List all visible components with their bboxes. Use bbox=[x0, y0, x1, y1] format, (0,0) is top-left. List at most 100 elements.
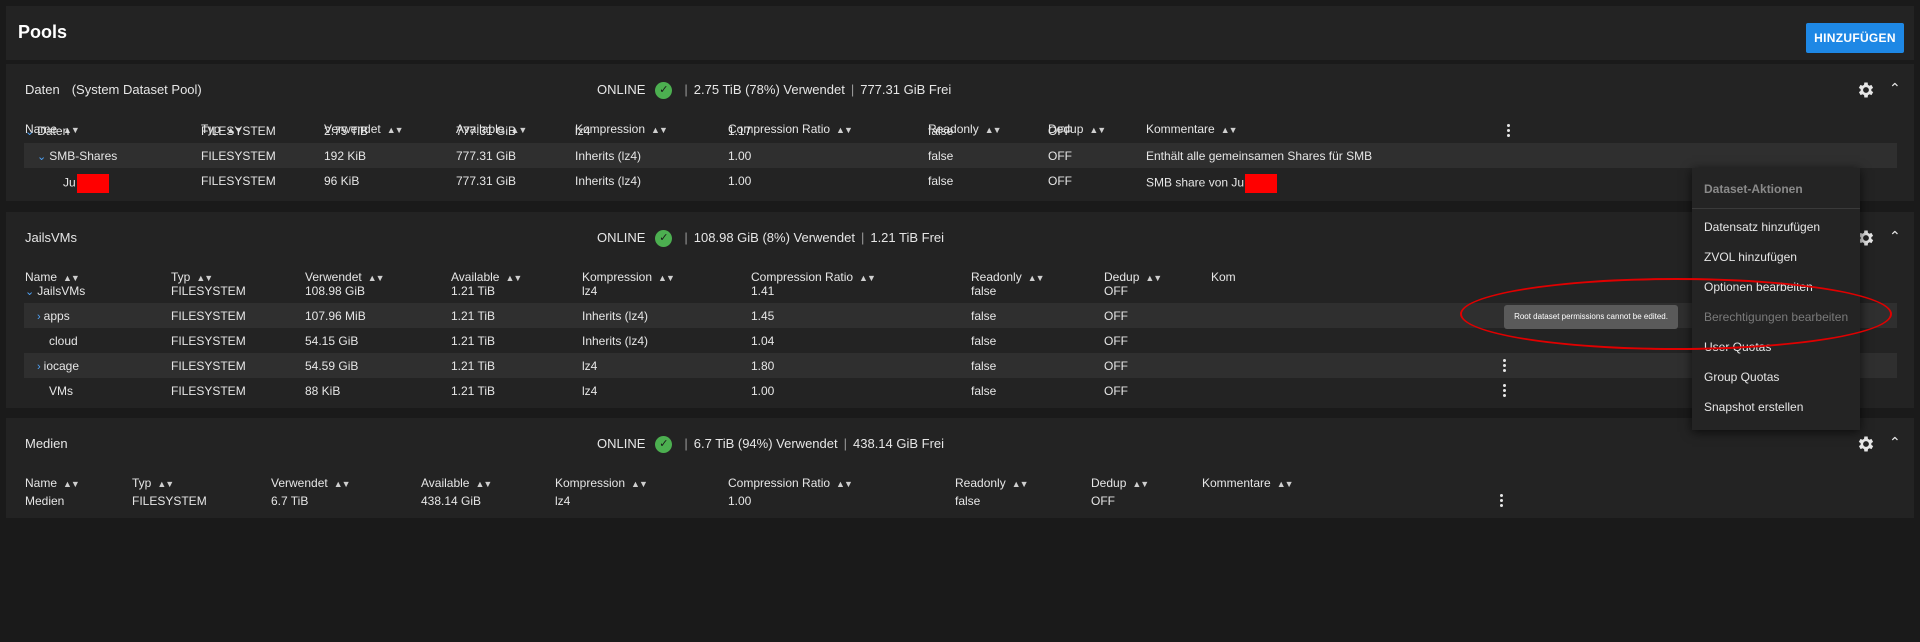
column-header[interactable]: Name ▲▼ bbox=[25, 476, 80, 490]
chevron-down-icon[interactable]: ⌄ bbox=[37, 151, 47, 163]
cell-readonly: false bbox=[971, 384, 997, 398]
cell-ratio: 1.17 bbox=[728, 124, 752, 138]
gear-icon[interactable] bbox=[1856, 434, 1876, 454]
chevron-right-icon[interactable]: › bbox=[37, 361, 41, 373]
annotation-circle bbox=[1460, 278, 1892, 350]
column-header[interactable]: Kommentare ▲▼ bbox=[1146, 122, 1238, 136]
more-vert-icon[interactable] bbox=[1499, 382, 1509, 400]
column-header[interactable]: Readonly ▲▼ bbox=[971, 270, 1045, 284]
pool-name-label: JailsVMs bbox=[25, 230, 78, 245]
column-header[interactable]: Kom bbox=[1211, 270, 1236, 284]
page-title: Pools bbox=[18, 22, 68, 42]
table-row[interactable]: VMs FILESYSTEM 88 KiB 1.21 TiB lz4 1.00 false O… bbox=[24, 378, 1897, 403]
cell-available: 1.21 TiB bbox=[451, 334, 496, 348]
cell-kommentar: Enthält alle gemeinsamen Shares für SMB bbox=[1146, 149, 1372, 163]
column-header[interactable]: Typ ▲▼ bbox=[201, 122, 243, 136]
dataset-name: cloud bbox=[49, 334, 78, 348]
more-vert-icon[interactable] bbox=[1496, 492, 1506, 510]
sort-icon: ▲▼ bbox=[386, 125, 404, 135]
column-header[interactable]: Typ ▲▼ bbox=[171, 270, 213, 284]
column-header[interactable]: Compression Ratio ▲▼ bbox=[728, 122, 853, 136]
add-pool-button[interactable]: HINZUFÜGEN bbox=[1806, 23, 1904, 53]
cell-ratio: 1.00 bbox=[728, 174, 752, 188]
table-row[interactable]: Ju FILESYSTEM 96 KiB 777.31 GiB Inherits (lz… bbox=[24, 168, 1897, 193]
dataset-name: ⌄ SMB-Shares bbox=[37, 149, 117, 163]
column-header[interactable]: Kompression ▲▼ bbox=[575, 122, 668, 136]
more-vert-icon[interactable] bbox=[1499, 357, 1509, 375]
menu-item[interactable]: Snapshot erstellen bbox=[1704, 400, 1804, 414]
page-header: Pools HINZUFÜGEN bbox=[6, 6, 1914, 60]
column-header[interactable]: Verwendet ▲▼ bbox=[305, 270, 385, 284]
dataset-name-label: Ju bbox=[63, 175, 76, 190]
chevron-up-icon[interactable]: ⌃ bbox=[1889, 80, 1901, 96]
column-header[interactable]: Kompression ▲▼ bbox=[555, 476, 648, 490]
column-header[interactable]: Readonly ▲▼ bbox=[928, 122, 1002, 136]
column-header-label: Kompression bbox=[575, 122, 646, 136]
column-header-label: Kommentare bbox=[1146, 122, 1215, 136]
dataset-name: Medien bbox=[25, 494, 64, 508]
table-row[interactable]: Medien FILESYSTEM 6.7 TiB 438.14 GiB lz4 1.00… bbox=[24, 488, 1897, 513]
chevron-up-icon[interactable]: ⌃ bbox=[1889, 434, 1901, 450]
gear-icon[interactable] bbox=[1856, 228, 1876, 248]
menu-item[interactable]: Group Quotas bbox=[1704, 370, 1780, 384]
menu-divider bbox=[1692, 208, 1860, 209]
column-header-label: Kom bbox=[1211, 270, 1236, 284]
cell-typ: FILESYSTEM bbox=[171, 309, 246, 323]
column-header[interactable]: Name ▲▼ bbox=[25, 270, 80, 284]
pool-status: ONLINE ✓ | 2.75 TiB (78%) Verwendet | 777.31 … bbox=[597, 82, 951, 100]
pool-name-label: Daten bbox=[25, 82, 60, 97]
column-header[interactable]: Dedup ▲▼ bbox=[1091, 476, 1149, 490]
table-row[interactable]: › iocage FILESYSTEM 54.59 GiB 1.21 TiB lz4 1.8… bbox=[24, 353, 1897, 378]
cell-dedup: OFF bbox=[1104, 309, 1128, 323]
cell-readonly: false bbox=[971, 334, 997, 348]
sort-icon: ▲▼ bbox=[658, 273, 675, 283]
chevron-right-icon[interactable]: › bbox=[37, 311, 41, 323]
table-row[interactable]: ⌄ Daten FILESYSTEM 2.75 TiB 777.31 GiB lz4 1.1… bbox=[24, 118, 1897, 143]
dataset-name: ⌄ Daten bbox=[25, 124, 69, 138]
column-header[interactable]: Available ▲▼ bbox=[456, 122, 527, 136]
table-row[interactable]: ⌄ JailsVMs FILESYSTEM 108.98 GiB 1.21 TiB lz4… bbox=[24, 278, 1897, 303]
gear-icon[interactable] bbox=[1856, 80, 1876, 100]
pool-subtitle: (System Dataset Pool) bbox=[71, 82, 202, 97]
column-header[interactable]: Verwendet ▲▼ bbox=[271, 476, 351, 490]
menu-item[interactable]: Datensatz hinzufügen bbox=[1704, 220, 1821, 234]
column-header[interactable]: Typ ▲▼ bbox=[132, 476, 174, 490]
menu-item[interactable]: ZVOL hinzufügen bbox=[1704, 250, 1797, 264]
column-header-label: Available bbox=[456, 122, 505, 136]
column-header[interactable]: Compression Ratio ▲▼ bbox=[751, 270, 876, 284]
cell-readonly: false bbox=[971, 359, 997, 373]
cell-dedup: OFF bbox=[1104, 284, 1128, 298]
sort-icon: ▲▼ bbox=[157, 479, 174, 489]
chevron-up-icon[interactable]: ⌃ bbox=[1889, 228, 1901, 244]
cell-verwendet: 54.15 GiB bbox=[305, 334, 359, 348]
table-row[interactable]: ⌄ SMB-Shares FILESYSTEM 192 KiB 777.31 GiB In… bbox=[24, 143, 1897, 168]
sort-icon: ▲▼ bbox=[1011, 479, 1029, 489]
cell-verwendet: 108.98 GiB bbox=[305, 284, 366, 298]
sort-icon: ▲▼ bbox=[505, 273, 522, 283]
column-header[interactable]: Readonly ▲▼ bbox=[955, 476, 1029, 490]
column-header[interactable]: Available ▲▼ bbox=[451, 270, 522, 284]
cell-typ: FILESYSTEM bbox=[132, 494, 207, 508]
column-header[interactable]: Available ▲▼ bbox=[421, 476, 492, 490]
sort-icon: ▲▼ bbox=[1089, 125, 1106, 135]
cell-verwendet: 96 KiB bbox=[324, 174, 360, 188]
cell-available: 1.21 TiB bbox=[451, 384, 496, 398]
pool-status-label: ONLINE bbox=[597, 436, 646, 451]
chevron-down-icon[interactable]: ⌄ bbox=[25, 126, 35, 138]
sort-icon: ▲▼ bbox=[651, 125, 668, 135]
column-header-label: Name bbox=[25, 270, 58, 284]
table-row[interactable]: cloud FILESYSTEM 54.15 GiB 1.21 TiB Inherits… bbox=[24, 328, 1897, 353]
column-header[interactable]: Kompression ▲▼ bbox=[582, 270, 675, 284]
cell-verwendet: 54.59 GiB bbox=[305, 359, 359, 373]
column-header[interactable]: Name ▲▼ bbox=[25, 122, 80, 136]
chevron-down-icon[interactable]: ⌄ bbox=[25, 286, 35, 298]
column-header[interactable]: Compression Ratio ▲▼ bbox=[728, 476, 853, 490]
column-header[interactable]: Verwendet ▲▼ bbox=[324, 122, 404, 136]
column-header[interactable]: Dedup ▲▼ bbox=[1104, 270, 1162, 284]
pool-free: 438.14 GiB Frei bbox=[853, 436, 945, 451]
cell-kommentar: SMB share von Ju bbox=[1146, 174, 1278, 193]
column-header[interactable]: Dedup ▲▼ bbox=[1048, 122, 1106, 136]
sort-icon: ▲▼ bbox=[836, 125, 853, 135]
more-vert-icon[interactable] bbox=[1503, 122, 1513, 140]
column-header[interactable]: Kommentare ▲▼ bbox=[1202, 476, 1294, 490]
